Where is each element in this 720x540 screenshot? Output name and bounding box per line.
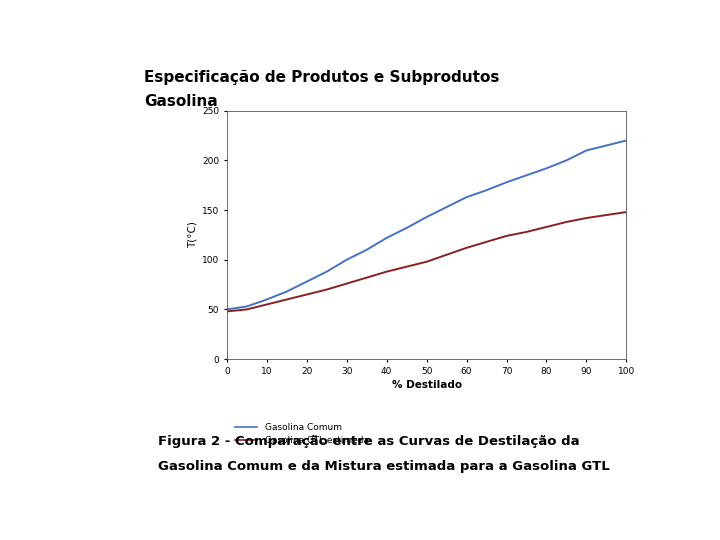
Text: Gasolina Comum e da Mistura estimada para a Gasolina GTL: Gasolina Comum e da Mistura estimada par… bbox=[158, 460, 610, 473]
X-axis label: % Destilado: % Destilado bbox=[392, 380, 462, 390]
Text: Gasolina: Gasolina bbox=[144, 94, 217, 110]
Text: Especificação de Produtos e Subprodutos: Especificação de Produtos e Subprodutos bbox=[144, 70, 500, 85]
Y-axis label: T(°C): T(°C) bbox=[188, 221, 198, 248]
Legend: Gasolina Comum, Gasolina GTL estimeda: Gasolina Comum, Gasolina GTL estimeda bbox=[231, 419, 372, 449]
Text: Figura 2 - Comparação entre as Curvas de Destilação da: Figura 2 - Comparação entre as Curvas de… bbox=[158, 435, 580, 448]
